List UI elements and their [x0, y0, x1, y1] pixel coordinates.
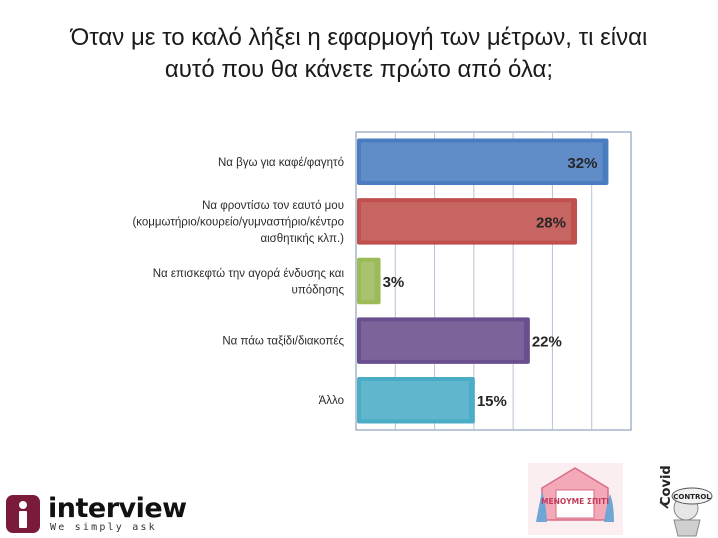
data-label: 15% — [477, 393, 507, 410]
interview-tagline: We simply ask — [50, 522, 157, 533]
control-text: CONTROL — [673, 493, 711, 501]
title-line-1: Όταν με το καλό λήξει η εφαρμογή των μέτ… — [70, 24, 648, 51]
data-label: 22% — [532, 334, 562, 351]
data-label: 3% — [383, 274, 405, 291]
data-label: 32% — [567, 155, 597, 172]
bar — [357, 198, 577, 245]
covid-control-logo: Covid CONTROL — [659, 465, 713, 537]
bar-highlight — [361, 321, 524, 360]
category-label: Να επισκεφτώ την αγορά ένδυσης και υπόδησ… — [153, 268, 345, 297]
category-label: Να πάω ταξίδι/διακοπές — [222, 336, 344, 348]
covid-text: Covid — [659, 465, 674, 506]
data-label: 28% — [536, 214, 566, 231]
bar — [357, 138, 609, 186]
campaign-logos: ΜΕΝΟΥΜΕ ΣΠΙΤΙ Covid CONTROL — [528, 463, 713, 537]
bar — [357, 257, 381, 305]
bar-highlight — [361, 380, 469, 420]
interview-logo: interview We simply ask — [6, 493, 187, 535]
bar-highlight — [361, 261, 375, 301]
title-line-2: αυτό που θα κάνετε πρώτο από όλα; — [164, 56, 554, 83]
category-label: Να φροντίσω τον εαυτό μου (κομμωτήριο/κου… — [132, 200, 344, 245]
category-label: Άλλο — [319, 395, 344, 407]
interview-i-icon — [6, 495, 40, 533]
bar — [357, 376, 475, 424]
category-label: Να βγω για καφέ/φαγητό — [218, 157, 344, 169]
bar — [357, 317, 530, 364]
interview-wordmark: interview — [48, 493, 187, 524]
menoume-spiti-logo: ΜΕΝΟΥΜΕ ΣΠΙΤΙ — [528, 463, 623, 535]
bar-highlight — [361, 202, 571, 241]
page-title: Όταν με το καλό λήξει η εφαρμογή των μέτ… — [0, 22, 718, 86]
menoume-spiti-text: ΜΕΝΟΥΜΕ ΣΠΙΤΙ — [541, 497, 609, 506]
bar-highlight — [361, 142, 603, 182]
